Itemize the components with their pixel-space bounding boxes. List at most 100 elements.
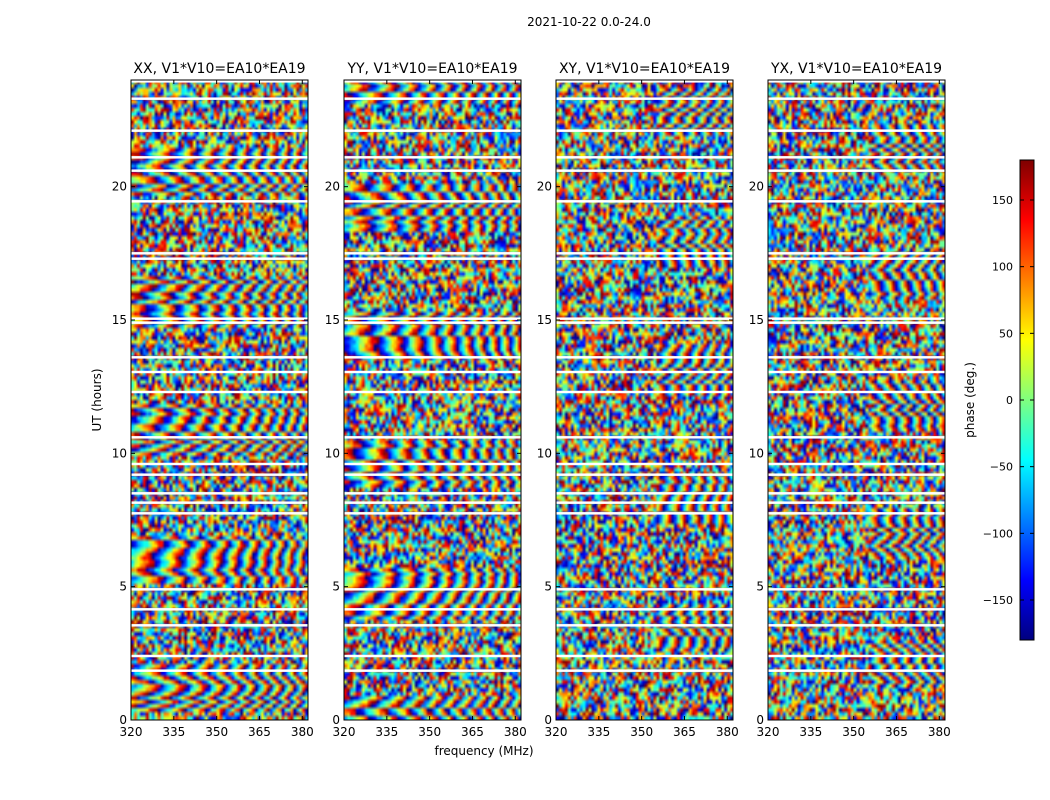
flagged-gap [768, 317, 945, 320]
flagged-gap [768, 169, 945, 172]
y-tick-label: 10 [325, 446, 340, 460]
panel-frame [130, 79, 309, 721]
y-tick-label: 0 [544, 713, 552, 727]
flagged-gap [556, 156, 733, 159]
x-tick-label: 350 [842, 725, 865, 739]
panel-title: YY, V1*V10=EA10*EA19 [346, 61, 517, 77]
heatmap-image [768, 80, 945, 720]
flagged-gap [556, 436, 733, 439]
panel-title: XY, V1*V10=EA10*EA19 [559, 61, 730, 77]
x-tick-label: 365 [461, 725, 484, 739]
colorbar-label: phase (deg.) [963, 362, 977, 438]
flagged-gap [131, 390, 308, 394]
flagged-gap [344, 356, 521, 359]
flagged-gap [768, 370, 945, 374]
flagged-gap [556, 97, 733, 100]
flagged-gap [344, 588, 521, 591]
colorbar-tick-label: 0 [1006, 394, 1013, 407]
flagged-gap [131, 97, 308, 100]
flagged-gap [768, 252, 945, 255]
flagged-gap [131, 492, 308, 495]
flagged-gap [556, 608, 733, 611]
panel-yx: YX, V1*V10=EA10*EA19 320 335 350 365 380 0 5 10 1… [749, 61, 951, 739]
flagged-gap [131, 654, 308, 658]
y-axis-label: UT (hours) [90, 368, 104, 431]
flagged-gap [556, 169, 733, 172]
x-tick-label: 320 [757, 725, 780, 739]
colorbar: −150 −100 −50 0 50 100 150 phase (deg.) [963, 159, 1035, 641]
colorbar-tick-label: 50 [999, 327, 1013, 340]
y-tick-label: 0 [756, 713, 764, 727]
flagged-gap [768, 80, 945, 83]
y-tick-label: 0 [332, 713, 340, 727]
flagged-gap [556, 473, 733, 476]
flagged-gap [131, 317, 308, 320]
colorbar-tick-label: −50 [990, 461, 1013, 474]
y-tick-label: 0 [119, 713, 127, 727]
x-tick-label: 350 [630, 725, 653, 739]
flagged-gap [768, 257, 945, 260]
flagged-gap [344, 624, 521, 627]
flagged-gap [556, 390, 733, 394]
x-tick-label: 380 [716, 725, 739, 739]
flagged-gap [768, 436, 945, 439]
flagged-gap [344, 492, 521, 495]
flagged-gap [556, 654, 733, 658]
y-tick-label: 10 [112, 446, 127, 460]
y-tick-label: 15 [749, 313, 764, 327]
flagged-gap [344, 501, 521, 504]
flagged-gap [556, 512, 733, 515]
flagged-gap [768, 501, 945, 504]
flagged-gap [131, 436, 308, 439]
flagged-gap [344, 169, 521, 172]
flagged-gap [768, 654, 945, 658]
x-tick-label: 380 [928, 725, 951, 739]
x-tick-label: 380 [291, 725, 314, 739]
flagged-gap [556, 501, 733, 504]
flagged-gap [131, 321, 308, 324]
phase-heatmap [768, 80, 945, 720]
heatmap-panels: XX, V1*V10=EA10*EA19 320 335 350 365 380 0 5 10 1… [112, 61, 951, 739]
panel-title: YX, V1*V10=EA10*EA19 [770, 61, 942, 77]
y-tick-label: 5 [544, 580, 552, 594]
flagged-gap [344, 200, 521, 203]
flagged-gap [131, 80, 308, 83]
y-tick-label: 5 [119, 580, 127, 594]
x-tick-label: 335 [799, 725, 822, 739]
flagged-gap [556, 252, 733, 255]
flagged-gap [344, 654, 521, 658]
x-tick-label: 350 [418, 725, 441, 739]
y-tick-label: 15 [325, 313, 340, 327]
y-tick-label: 20 [112, 180, 127, 194]
flagged-gap [344, 317, 521, 320]
flagged-gap [768, 492, 945, 495]
x-tick-label: 320 [545, 725, 568, 739]
flagged-gap [768, 129, 945, 132]
flagged-gap [344, 512, 521, 515]
flagged-gap [131, 501, 308, 504]
flagged-gap [344, 473, 521, 476]
flagged-gap [768, 473, 945, 476]
phase-heatmap [344, 80, 521, 720]
flagged-gap [131, 356, 308, 359]
panel-frame [343, 79, 522, 721]
panel-xy: XY, V1*V10=EA10*EA19 320 335 350 365 380 0 5 10 1… [537, 61, 739, 739]
panel-xx: XX, V1*V10=EA10*EA19 320 335 350 365 380 0 5 10 1… [112, 61, 314, 739]
flagged-gap [344, 321, 521, 324]
x-tick-label: 365 [885, 725, 908, 739]
panel-frame [767, 79, 946, 721]
flagged-gap [556, 317, 733, 320]
colorbar-tick-label: −100 [983, 527, 1013, 540]
y-tick-label: 20 [749, 180, 764, 194]
flagged-gap [768, 156, 945, 159]
panel-frame [555, 79, 734, 721]
x-axis-label: frequency (MHz) [434, 744, 533, 758]
flagged-gap [556, 200, 733, 203]
flagged-gap [344, 97, 521, 100]
x-tick-label: 320 [333, 725, 356, 739]
flagged-gap [131, 129, 308, 132]
figure-suptitle: 2021-10-22 0.0-24.0 [527, 15, 651, 29]
flagged-gap [344, 129, 521, 132]
flagged-gap [131, 588, 308, 591]
flagged-gap [768, 356, 945, 359]
